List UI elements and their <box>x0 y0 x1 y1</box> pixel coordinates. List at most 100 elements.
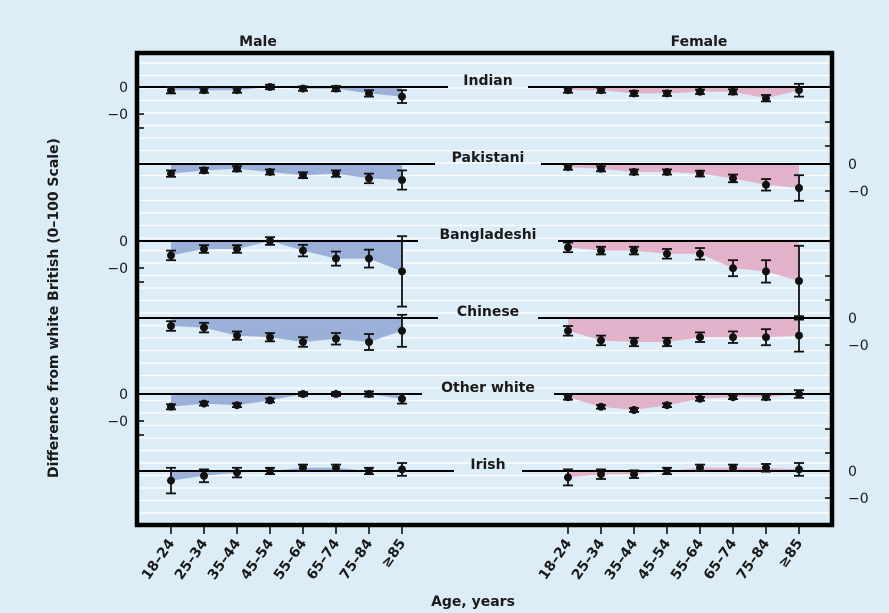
other-white-female-point-3 <box>663 401 671 410</box>
irish-female-point-3 <box>663 467 671 475</box>
pakistani-female-area <box>568 164 799 188</box>
irish-male-point-2 <box>233 468 241 477</box>
grid-lines <box>137 62 832 514</box>
chinese-female-point-0 <box>564 326 572 335</box>
irish-female-point-4 <box>696 463 704 472</box>
pakistani-male-area <box>171 164 402 180</box>
bangladeshi-male-area <box>171 241 402 272</box>
indian-male-point-5 <box>332 84 340 93</box>
irish-male-point-3 <box>266 467 274 475</box>
chinese-female-point-1 <box>597 336 605 345</box>
y-tick-label-right-3-1: −0 <box>848 338 869 354</box>
irish-male-point-6 <box>365 467 373 475</box>
age-label-female-5: 65–74 <box>701 536 741 583</box>
other-white-male-point-2 <box>233 401 241 410</box>
indian-male-area <box>171 87 402 97</box>
indian-male-point-3 <box>266 83 274 91</box>
pakistani-female-point-6 <box>762 180 770 189</box>
pakistani-male-point-6 <box>365 174 373 183</box>
y-tick-label-right-3-0: 0 <box>848 311 857 327</box>
chinese-group-label: Chinese <box>457 304 519 320</box>
indian-female-point-6 <box>762 94 770 103</box>
age-label-female-0: 18–24 <box>536 536 576 583</box>
other-white-female-point-4 <box>696 394 704 403</box>
indian-female-point-3 <box>663 89 671 98</box>
pakistani-female-point-3 <box>663 168 671 176</box>
bangladeshi-male-point-2 <box>233 245 241 253</box>
pakistani-female-point-1 <box>597 164 605 173</box>
other-white-male-area <box>171 394 402 407</box>
chinese-female-point-3 <box>663 338 671 346</box>
chinese-female-point-2 <box>630 338 638 346</box>
indian-female-point-4 <box>696 87 704 96</box>
y-axis-label: Difference from white British (0–100 Sca… <box>46 138 62 478</box>
chinese-male-point-3 <box>266 333 274 342</box>
indian-male-point-0 <box>167 86 175 95</box>
chinese-male-point-5 <box>332 334 340 343</box>
indian-female-point-2 <box>630 89 638 98</box>
chinese-male-point-2 <box>233 331 241 340</box>
pakistani-female-point-5 <box>729 174 737 183</box>
irish-female-point-0 <box>564 473 572 482</box>
y-tick-label-right-1-0: 0 <box>848 157 857 173</box>
ticks <box>137 113 832 534</box>
other-white-male-point-1 <box>200 399 208 408</box>
age-label-female-1: 25–34 <box>569 536 609 583</box>
age-label-female-3: 45–54 <box>635 536 675 583</box>
irish-female-point-1 <box>597 470 605 479</box>
indian-male-point-4 <box>299 84 307 93</box>
other-white-male-point-7 <box>398 394 406 403</box>
irish-female-point-2 <box>630 470 638 479</box>
irish-male-point-1 <box>200 471 208 480</box>
y-tick-label-right-5-0: 0 <box>848 464 857 480</box>
pakistani-female-point-2 <box>630 168 638 176</box>
indian-male-point-7 <box>398 92 406 101</box>
pakistani-male-point-3 <box>266 168 274 176</box>
y-tick-label-left-2-1: −0 <box>107 261 128 277</box>
other-white-group-label: Other white <box>441 380 535 396</box>
other-white-female-point-6 <box>762 393 770 402</box>
bangladeshi-female-point-3 <box>663 249 671 258</box>
group-labels: Indian Pakistani Bangladeshi Chinese Other w… <box>440 73 537 473</box>
pakistani-male-point-5 <box>332 169 340 178</box>
pakistani-male-point-1 <box>200 166 208 175</box>
other-white-female-point-5 <box>729 393 737 402</box>
indian-male-point-1 <box>200 86 208 95</box>
y-tick-label-right-5-1: −0 <box>848 491 869 507</box>
chinese-female-area <box>568 318 799 342</box>
panel-title-male: Male <box>239 34 277 50</box>
bangladeshi-male-point-6 <box>365 254 373 263</box>
other-white-female-point-0 <box>564 393 572 402</box>
chinese-male-point-0 <box>167 322 175 330</box>
chinese-female-point-7 <box>795 331 803 340</box>
x-axis-label: Age, years <box>431 594 515 610</box>
pakistani-male-point-4 <box>299 171 307 180</box>
other-white-female-point-7 <box>795 390 803 398</box>
bangladeshi-female-point-6 <box>762 267 770 276</box>
age-label-male-5: 65–74 <box>304 536 344 583</box>
chinese-female-point-5 <box>729 333 737 342</box>
other-white-female-point-2 <box>630 406 638 414</box>
age-label-male-2: 35–44 <box>205 536 245 583</box>
age-label-female-7: ≥85 <box>775 536 806 571</box>
pakistani-female-point-7 <box>795 184 803 192</box>
irish-male-point-5 <box>332 463 340 472</box>
indian-male-point-2 <box>233 86 241 95</box>
other-white-male-point-4 <box>299 390 307 398</box>
y-tick-label-right-1-1: −0 <box>848 184 869 200</box>
bangladeshi-female-point-2 <box>630 246 638 255</box>
bangladeshi-female-point-5 <box>729 264 737 273</box>
y-tick-label-left-4-1: −0 <box>107 414 128 430</box>
irish-female-point-7 <box>795 465 803 474</box>
age-label-male-3: 45–54 <box>238 536 278 583</box>
indian-female-point-0 <box>564 86 572 95</box>
chinese-male-point-7 <box>398 326 406 335</box>
bangladeshi-male-point-0 <box>167 251 175 260</box>
age-label-female-2: 35–44 <box>602 536 642 583</box>
age-label-male-1: 25–34 <box>172 536 212 583</box>
other-white-male-point-3 <box>266 396 274 405</box>
pakistani-male-point-2 <box>233 164 241 173</box>
pakistani-group-label: Pakistani <box>452 150 525 166</box>
